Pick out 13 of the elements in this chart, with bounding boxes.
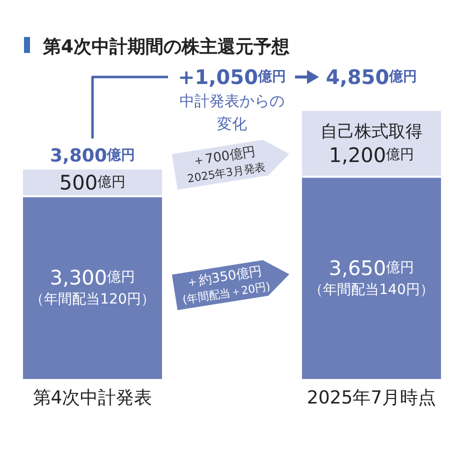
- data-label: 3,300億円（年間配当120円）: [30, 266, 155, 308]
- total-label: 3,800億円: [50, 144, 135, 166]
- x-tick-label: 第4次中計発表: [32, 388, 152, 408]
- text: +1,050億円: [178, 65, 286, 89]
- annotation: ＋約350億円(年間配当＋20円): [182, 264, 272, 307]
- annotation: ＋700億円2025年3月発表: [186, 144, 267, 186]
- total-label: 4,850億円: [326, 65, 418, 89]
- data-label: 3,650億円（年間配当140円）: [309, 256, 434, 298]
- x-tick-label: 2025年7月時点: [306, 388, 436, 408]
- data-label: 500億円: [59, 170, 126, 194]
- annotation: 中計発表からの変化: [180, 92, 284, 133]
- chart-title: 第4次中計期間の株主還元予想: [42, 36, 290, 58]
- data-label: 自己株式取得1,200億円: [320, 122, 422, 167]
